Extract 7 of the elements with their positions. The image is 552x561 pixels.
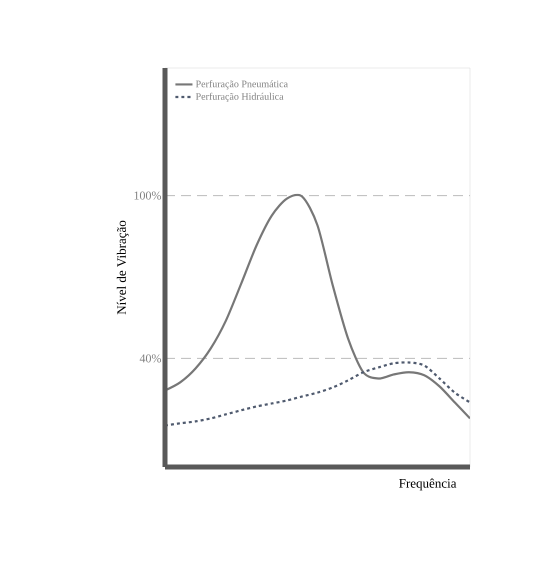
legend-label: Perfuração Hidráulica	[196, 92, 284, 102]
y-axis-title: Nível de Vibração	[116, 220, 129, 314]
legend-label: Perfuração Pneumática	[196, 80, 288, 90]
y-tick-label: 40%	[140, 354, 162, 362]
line-series	[165, 361, 470, 427]
x-axis-title: Frequência	[399, 478, 456, 490]
y-tick-label: 100%	[134, 191, 162, 200]
